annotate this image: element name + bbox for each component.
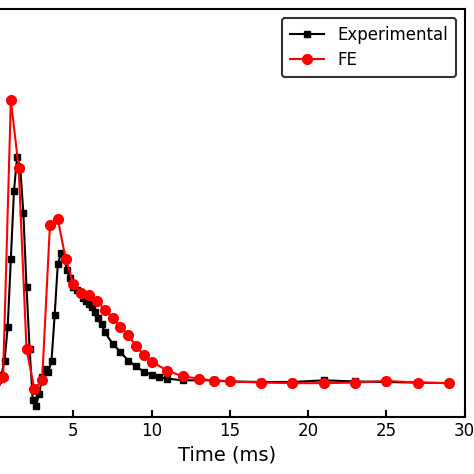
FE <box>211 378 217 384</box>
Legend: Experimental, FE: Experimental, FE <box>282 18 456 77</box>
FE <box>352 380 358 385</box>
FE <box>31 386 37 392</box>
Experimental <box>446 380 452 386</box>
FE <box>290 380 295 386</box>
FE <box>321 380 327 386</box>
Experimental <box>415 380 420 385</box>
Line: Experimental: Experimental <box>0 154 452 409</box>
FE <box>39 377 45 383</box>
FE <box>415 380 420 385</box>
X-axis label: Time (ms): Time (ms) <box>178 446 277 465</box>
FE <box>125 332 131 338</box>
FE <box>94 298 100 304</box>
FE <box>383 378 389 384</box>
Experimental <box>39 374 45 380</box>
FE <box>47 222 53 228</box>
FE <box>63 256 68 262</box>
FE <box>164 368 170 374</box>
Experimental <box>321 377 327 383</box>
FE <box>102 307 108 312</box>
FE <box>71 281 76 287</box>
FE <box>78 290 84 295</box>
Line: FE: FE <box>0 95 454 394</box>
FE <box>16 165 21 171</box>
FE <box>258 380 264 385</box>
FE <box>118 324 123 329</box>
FE <box>149 359 155 365</box>
FE <box>133 344 139 349</box>
FE <box>446 380 452 386</box>
Experimental <box>61 256 67 262</box>
FE <box>196 376 201 382</box>
FE <box>180 374 186 379</box>
FE <box>227 379 233 384</box>
Experimental <box>33 403 39 409</box>
FE <box>24 346 29 352</box>
FE <box>141 352 146 358</box>
Experimental <box>11 188 17 193</box>
Experimental <box>27 346 33 352</box>
FE <box>0 374 6 380</box>
FE <box>86 292 92 298</box>
FE <box>8 97 14 103</box>
FE <box>109 315 115 321</box>
FE <box>55 216 61 222</box>
Experimental <box>14 154 20 160</box>
